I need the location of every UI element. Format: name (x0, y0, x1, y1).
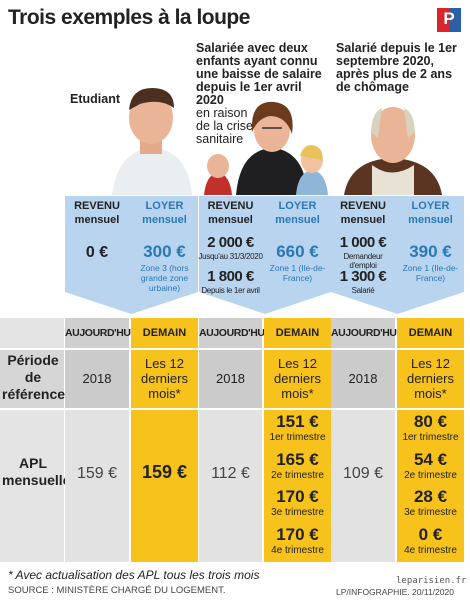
logo: P (443, 9, 455, 28)
tomorrow-header: DEMAIN (264, 318, 331, 348)
band-header: mensuel (74, 214, 120, 226)
apl-today: 159 € (65, 410, 129, 562)
apl-tomorrow: 170 € (276, 524, 319, 544)
apl-tomorrow: 159 € (141, 462, 188, 482)
row-label-bg (0, 410, 64, 562)
rent-note: Zone 1 (Ile-de-France) (269, 263, 326, 283)
income-band (199, 196, 331, 314)
logo-box-red (437, 8, 449, 32)
today-header: AUJOURD'HUI (65, 318, 134, 348)
apl-quarter: 2e trimestre (271, 469, 324, 481)
apl-quarter: 4e trimestre (404, 544, 457, 556)
apl-tomorrow: 0 € (418, 524, 443, 544)
period-today: 2018 (199, 350, 262, 408)
footer-note: * Avec actualisation des APL tous les tr… (8, 568, 260, 582)
apl-today: 109 € (331, 410, 395, 562)
band-header: mensuel (142, 214, 187, 226)
period-tomorrow: Les 12 derniers mois* (131, 350, 198, 408)
income-note: Salarié (351, 286, 375, 295)
rent-amount: 660 € (276, 242, 319, 261)
apl-tomorrow-cell: 80 €1er trimestre 54 €2e trimestre 28 €3e … (397, 410, 464, 562)
today-header: AUJOURD'HUI (199, 318, 268, 348)
income-band (331, 196, 464, 314)
today-header: AUJOURD'HUI (331, 318, 400, 348)
apl-quarter: 3e trimestre (271, 507, 324, 518)
profile-subtitle: en raison de la crise sanitaire (196, 106, 253, 146)
rent-note: Zone 1 (Ile-de-France) (402, 263, 459, 283)
apl-tomorrow: 80 € (413, 412, 448, 431)
band-header: LOYER (278, 200, 317, 212)
apl-tomorrow: 28 € (413, 487, 448, 506)
income-note: Jusqu'au 31/3/2020 (198, 252, 263, 261)
period-tomorrow: Les 12 derniers mois* (264, 350, 331, 408)
apl-quarter: 1er trimestre (269, 432, 326, 443)
student-illustration (112, 88, 192, 195)
apl-tomorrow: 151 € (276, 412, 319, 431)
profile-title: Etudiant (70, 92, 120, 106)
income-note: Demandeur d'emploi (343, 252, 383, 270)
band-header: mensuel (275, 214, 320, 226)
apl-tomorrow: 170 € (276, 487, 319, 506)
rent-amount: 300 € (143, 242, 186, 261)
profile-title: Salariée avec deux enfants ayant connu u… (196, 41, 322, 146)
footer-credit: LP/INFOGRAPHIE. 20/11/2020 (336, 587, 454, 597)
title: Trois exemples à la loupe (8, 6, 250, 29)
rent-amount: 390 € (409, 242, 452, 261)
mother-illustration (204, 101, 328, 195)
band-header: LOYER (411, 200, 450, 212)
footer-site: leparisien.fr (396, 576, 467, 586)
income-note: Depuis le 1er avril (201, 286, 260, 295)
tomorrow-header: DEMAIN (131, 318, 198, 348)
period-tomorrow: Les 12 derniers mois* (397, 350, 464, 408)
band-header: REVENU (340, 200, 386, 212)
row-label: Période de référence (2, 352, 66, 402)
band-header: LOYER (145, 200, 184, 212)
band-header: mensuel (340, 214, 386, 226)
rent-note: Zone 3 (hors grande zone urbaine) (140, 263, 189, 293)
income-amount: 0 € (85, 244, 109, 261)
apl-today: 112 € (199, 410, 262, 562)
apl-tomorrow: 54 € (413, 449, 448, 469)
income-amount: 1 000 € (339, 234, 387, 251)
band-header: mensuel (408, 214, 453, 226)
apl-quarter: 2e trimestre (404, 469, 457, 481)
row-label: APL mensuelle (2, 455, 71, 488)
man-illustration (344, 107, 442, 195)
apl-tomorrow-cell: 159 € (131, 410, 198, 562)
income-band (65, 196, 198, 314)
tomorrow-header: DEMAIN (397, 318, 464, 348)
income-amount: 1 300 € (339, 268, 387, 285)
apl-quarter: 3e trimestre (404, 507, 457, 518)
period-today: 2018 (331, 350, 395, 408)
apl-quarter: 1er trimestre (402, 432, 459, 443)
row-header-bg (0, 318, 64, 348)
footer-source: SOURCE : MINISTÈRE CHARGÉ DU LOGEMENT. (8, 585, 226, 596)
band-header: mensuel (208, 214, 253, 226)
income-amount: 2 000 € (207, 234, 254, 251)
row-label-bg (0, 350, 64, 408)
apl-tomorrow-cell: 151 €1er trimestre 165 €2e trimestre 170 €… (264, 410, 331, 562)
band-header: REVENU (74, 200, 120, 212)
apl-tomorrow: 165 € (276, 449, 319, 469)
profile-title: Salarié depuis le 1er septembre 2020, ap… (336, 41, 457, 94)
income-amount: 1 800 € (207, 268, 254, 285)
apl-quarter: 4e trimestre (271, 544, 324, 556)
band-header: REVENU (207, 200, 254, 212)
period-today: 2018 (65, 350, 129, 408)
